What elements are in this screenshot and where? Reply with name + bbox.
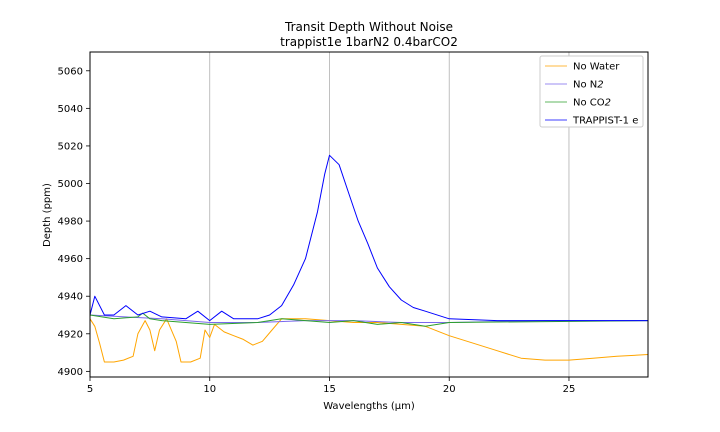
y-tick-label-1: 4920 [58,329,83,340]
y-tick-label-6: 5020 [58,141,83,152]
y-axis-ticks: 4900 4920 4940 4960 4980 5000 5020 5040 5060 [58,66,90,378]
y-tick-label-7: 5040 [58,104,83,115]
chart-title: Transit Depth Without Noise [284,20,453,34]
y-tick-label-3: 4960 [58,254,83,265]
chart-subtitle: trappist1e 1barN2 0.4barCO2 [280,35,458,49]
legend-label-1: No N2 [573,80,604,91]
legend-label-2: No CO2 [573,98,611,109]
x-tick-label-4: 25 [563,384,576,395]
series-line-0 [90,318,648,363]
plot-frame [89,51,649,378]
legend-box [539,55,644,128]
y-tick-label-4: 4980 [58,217,83,228]
x-axis-label: Wavelengths (μm) [323,401,415,412]
y-tick-label-5: 5000 [58,179,83,190]
series-line-3 [90,154,648,322]
legend-label-0: No Water [573,62,620,73]
x-tick-label-1: 10 [203,384,216,395]
y-axis-label: Depth (ppm) [42,183,53,247]
legend-label-3: TRAPPIST-1 e [572,116,638,127]
x-tick-label-3: 20 [443,384,456,395]
y-tick-label-8: 5060 [58,66,83,77]
y-tick-label-0: 4900 [58,367,83,378]
x-tick-label-0: 5 [87,384,93,395]
y-tick-label-2: 4940 [58,292,83,303]
series-layer [90,154,648,363]
legend: No Water No N2 No CO2 TRAPPIST-1 e [539,55,644,128]
x-tick-label-2: 15 [323,384,336,395]
x-axis-ticks: 5 10 15 20 25 [87,377,576,395]
